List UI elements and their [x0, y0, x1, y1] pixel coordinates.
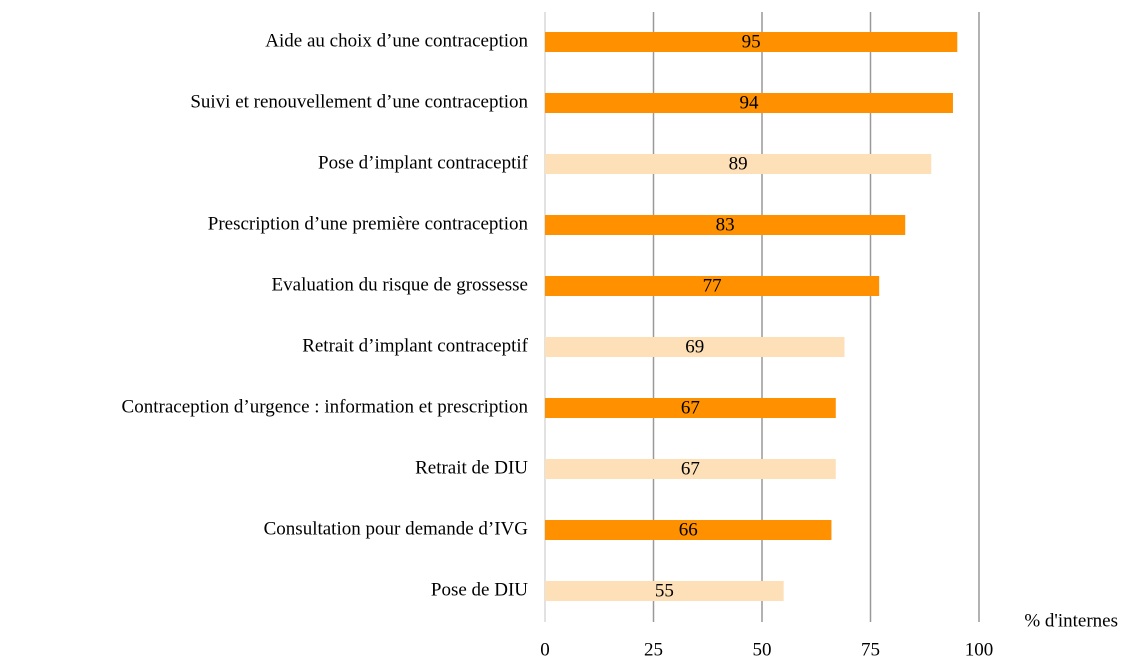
x-tick-label: 100	[965, 639, 994, 660]
data-label: 66	[679, 519, 698, 540]
x-tick-label: 75	[861, 639, 880, 660]
bar	[545, 459, 836, 479]
data-label: 67	[681, 397, 700, 418]
bar	[545, 154, 932, 174]
data-label: 69	[685, 336, 704, 357]
bar	[545, 581, 784, 601]
y-tick-label: Pose d’implant contraceptif	[318, 152, 529, 173]
data-label: 94	[739, 92, 759, 113]
y-tick-label: Aide au choix d’une contraception	[265, 30, 528, 51]
data-label: 89	[729, 153, 748, 174]
y-tick-label: Consultation pour demande d’IVG	[264, 518, 529, 539]
y-tick-label: Evaluation du risque de grossesse	[272, 274, 528, 295]
data-label: 95	[742, 31, 761, 52]
y-tick-label: Retrait de DIU	[415, 457, 528, 478]
bar	[545, 398, 836, 418]
x-tick-label: 25	[644, 639, 663, 660]
data-label: 55	[655, 580, 674, 601]
bar	[545, 337, 845, 357]
y-tick-label: Pose de DIU	[431, 579, 528, 600]
bar	[545, 215, 906, 235]
y-tick-label: Contraception d’urgence : information et…	[122, 396, 529, 417]
data-label: 77	[703, 275, 722, 296]
data-label: 83	[716, 214, 735, 235]
x-tick-label: 50	[753, 639, 772, 660]
x-axis-label: % d'internes	[1024, 610, 1118, 631]
bar	[545, 276, 880, 296]
y-tick-label: Retrait d’implant contraceptif	[302, 335, 528, 356]
x-tick-label: 0	[540, 639, 550, 660]
bar	[545, 93, 953, 113]
y-tick-label: Prescription d’une première contraceptio…	[208, 213, 529, 234]
bar	[545, 32, 958, 52]
data-label: 67	[681, 458, 700, 479]
bar	[545, 520, 832, 540]
y-tick-label: Suivi et renouvellement d’une contracept…	[190, 91, 528, 112]
